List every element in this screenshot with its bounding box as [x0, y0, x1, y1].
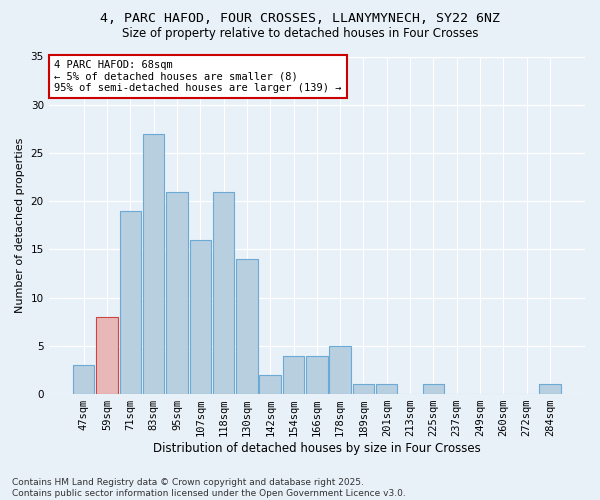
Y-axis label: Number of detached properties: Number of detached properties [15, 138, 25, 313]
Text: Size of property relative to detached houses in Four Crosses: Size of property relative to detached ho… [122, 28, 478, 40]
Bar [329, 346, 351, 394]
Bar [376, 384, 397, 394]
Bar [119, 211, 141, 394]
Bar [259, 375, 281, 394]
Text: Contains HM Land Registry data © Crown copyright and database right 2025.
Contai: Contains HM Land Registry data © Crown c… [12, 478, 406, 498]
Bar [306, 356, 328, 394]
Bar [236, 259, 257, 394]
Bar [190, 240, 211, 394]
Bar [166, 192, 188, 394]
Bar [539, 384, 560, 394]
Bar [97, 317, 118, 394]
Bar [73, 365, 94, 394]
Bar [353, 384, 374, 394]
X-axis label: Distribution of detached houses by size in Four Crosses: Distribution of detached houses by size … [153, 442, 481, 455]
Text: 4, PARC HAFOD, FOUR CROSSES, LLANYMYNECH, SY22 6NZ: 4, PARC HAFOD, FOUR CROSSES, LLANYMYNECH… [100, 12, 500, 26]
Bar [422, 384, 444, 394]
Text: 4 PARC HAFOD: 68sqm
← 5% of detached houses are smaller (8)
95% of semi-detached: 4 PARC HAFOD: 68sqm ← 5% of detached hou… [54, 60, 341, 93]
Bar [213, 192, 235, 394]
Bar [283, 356, 304, 394]
Bar [143, 134, 164, 394]
